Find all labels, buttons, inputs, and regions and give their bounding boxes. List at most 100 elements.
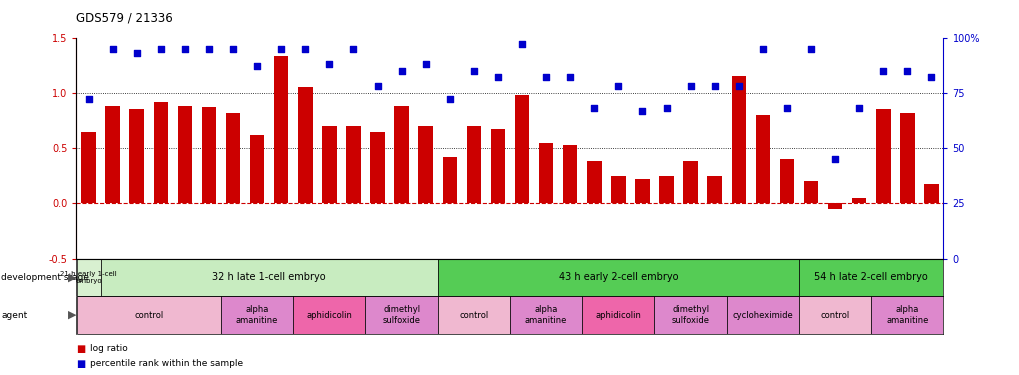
Bar xyxy=(76,259,101,296)
Bar xyxy=(875,110,890,203)
Point xyxy=(874,68,891,74)
Bar xyxy=(731,76,745,203)
Bar xyxy=(538,142,552,203)
Text: alpha
amanitine: alpha amanitine xyxy=(886,305,927,325)
Bar xyxy=(683,161,697,203)
Bar xyxy=(582,296,654,334)
Point xyxy=(128,50,145,56)
Text: 21 h early 1-cell
embryο: 21 h early 1-cell embryο xyxy=(60,271,117,284)
Point xyxy=(153,46,169,52)
Bar xyxy=(798,296,870,334)
Text: control: control xyxy=(133,310,163,320)
Bar xyxy=(803,182,817,203)
Point xyxy=(345,46,362,52)
Point xyxy=(466,68,482,74)
Bar xyxy=(779,159,794,203)
Point xyxy=(514,41,530,47)
Point xyxy=(176,46,193,52)
Point xyxy=(393,68,410,74)
Text: ■: ■ xyxy=(76,344,86,354)
Bar xyxy=(250,135,264,203)
Bar xyxy=(707,176,721,203)
Point xyxy=(706,83,722,89)
Point xyxy=(609,83,626,89)
Point xyxy=(489,74,505,80)
Bar xyxy=(798,259,943,296)
Text: control: control xyxy=(459,310,488,320)
Point xyxy=(779,105,795,111)
Bar xyxy=(365,296,437,334)
Point xyxy=(537,74,553,80)
Text: cycloheximide: cycloheximide xyxy=(732,310,793,320)
Point xyxy=(81,96,97,102)
Text: dimethyl
sulfoxide: dimethyl sulfoxide xyxy=(382,305,420,325)
Bar xyxy=(658,176,674,203)
Bar xyxy=(370,132,384,203)
Point xyxy=(850,105,866,111)
Bar xyxy=(442,157,457,203)
Bar xyxy=(101,259,437,296)
Point xyxy=(802,46,818,52)
Point xyxy=(369,83,385,89)
Bar xyxy=(154,102,168,203)
Bar xyxy=(654,296,726,334)
Text: percentile rank within the sample: percentile rank within the sample xyxy=(90,359,243,368)
Point xyxy=(899,68,915,74)
Text: aphidicolin: aphidicolin xyxy=(595,310,641,320)
Bar xyxy=(515,95,529,203)
Bar xyxy=(923,183,937,203)
Bar xyxy=(394,106,409,203)
Bar xyxy=(225,113,240,203)
Bar xyxy=(129,110,144,203)
Point xyxy=(634,108,650,114)
Point xyxy=(201,46,217,52)
Text: agent: agent xyxy=(1,310,28,320)
Point xyxy=(297,46,313,52)
Bar xyxy=(437,296,510,334)
Text: 43 h early 2-cell embryo: 43 h early 2-cell embryo xyxy=(558,273,678,282)
Point xyxy=(922,74,938,80)
Bar xyxy=(322,126,336,203)
Point xyxy=(224,46,240,52)
Text: ▶: ▶ xyxy=(68,273,76,282)
Bar xyxy=(510,296,582,334)
Bar xyxy=(827,203,842,209)
Text: GDS579 / 21336: GDS579 / 21336 xyxy=(76,11,173,24)
Text: aphidicolin: aphidicolin xyxy=(306,310,352,320)
Text: dimethyl
sulfoxide: dimethyl sulfoxide xyxy=(671,305,709,325)
Point xyxy=(441,96,458,102)
Bar xyxy=(610,176,625,203)
Text: alpha
amanitine: alpha amanitine xyxy=(235,305,278,325)
Bar xyxy=(755,115,769,203)
Point xyxy=(561,74,578,80)
Point xyxy=(586,105,602,111)
Text: log ratio: log ratio xyxy=(90,344,127,353)
Bar xyxy=(870,296,943,334)
Text: ■: ■ xyxy=(76,359,86,369)
Text: alpha
amanitine: alpha amanitine xyxy=(525,305,567,325)
Bar xyxy=(76,296,221,334)
Bar xyxy=(726,296,798,334)
Point xyxy=(730,83,746,89)
Bar xyxy=(562,145,577,203)
Bar xyxy=(345,126,361,203)
Bar xyxy=(105,106,120,203)
Point xyxy=(273,46,289,52)
Point xyxy=(249,63,265,69)
Bar xyxy=(437,259,798,296)
Bar xyxy=(298,87,312,203)
Bar xyxy=(202,107,216,203)
Point xyxy=(321,61,337,67)
Bar xyxy=(274,56,288,203)
Point xyxy=(104,46,120,52)
Text: ▶: ▶ xyxy=(68,310,76,320)
Bar xyxy=(221,296,293,334)
Bar xyxy=(635,179,649,203)
Text: control: control xyxy=(819,310,849,320)
Point xyxy=(417,61,433,67)
Bar xyxy=(177,106,192,203)
Bar xyxy=(82,132,96,203)
Bar xyxy=(851,198,865,203)
Bar xyxy=(587,161,601,203)
Point xyxy=(754,46,770,52)
